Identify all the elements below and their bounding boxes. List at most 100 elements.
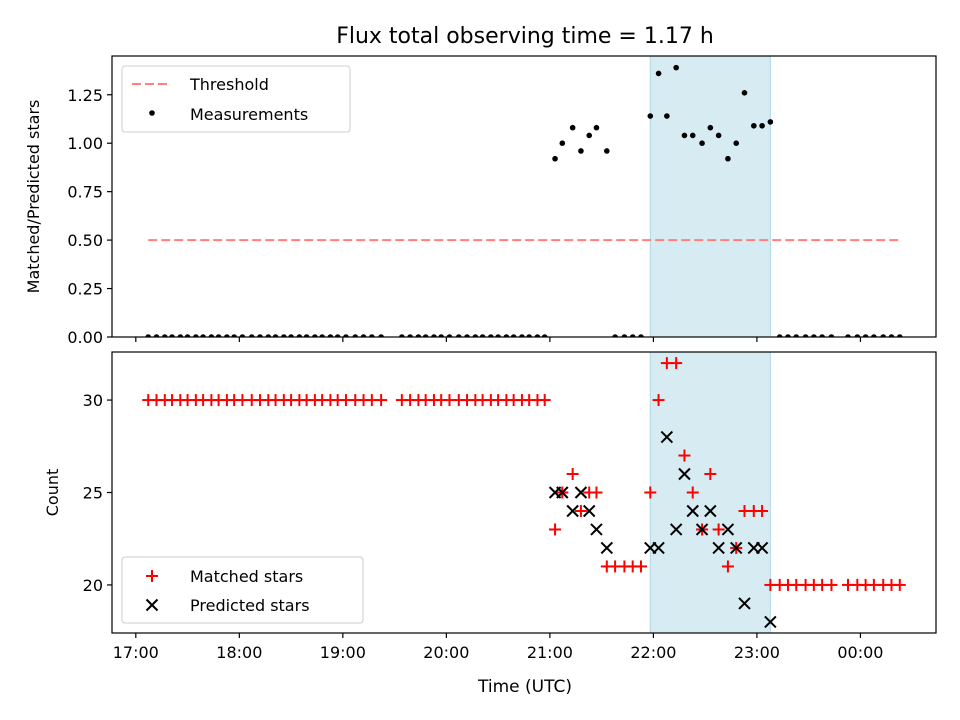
legend: Matched stars Predicted stars: [121, 556, 364, 624]
measurement-point: [281, 334, 287, 337]
x-tick-label: 00:00: [837, 643, 883, 662]
measurement-point: [681, 132, 688, 139]
measurement-point: [161, 334, 168, 337]
measurement-point: [479, 334, 486, 337]
matched-star-point: [574, 504, 587, 517]
measurement-point: [327, 334, 334, 337]
measurement-point: [854, 334, 861, 337]
highlight-span: [649, 351, 771, 634]
measurement-point: [399, 334, 405, 337]
measurement-point: [569, 124, 576, 131]
measurement-point: [177, 334, 184, 337]
measurement-point: [378, 334, 384, 337]
matched-star-point: [686, 486, 699, 499]
predicted-star-point: [660, 430, 674, 444]
measurement-point: [431, 334, 437, 337]
matched-star-point: [566, 468, 579, 481]
measurement-point: [193, 334, 199, 337]
plot-area: [142, 357, 906, 629]
measurement-point: [352, 334, 359, 337]
measurement-point: [586, 132, 593, 139]
measurement-point: [488, 334, 494, 337]
measurement-point: [612, 334, 618, 337]
measurement-point: [239, 334, 246, 337]
measurement-point: [360, 334, 367, 337]
predicted-star-point: [695, 523, 709, 536]
predicted-star-point: [730, 541, 743, 555]
measurement-point: [751, 122, 757, 129]
measurement-point: [638, 334, 644, 337]
y-tick-label: 20: [83, 576, 103, 595]
matched-star-point: [825, 578, 838, 591]
predicted-star-point: [738, 597, 751, 610]
measurement-point: [733, 140, 740, 147]
predicted-star-point: [600, 541, 614, 555]
measurement-point: [776, 334, 783, 337]
y-tick-label: 1.00: [67, 134, 103, 153]
x-tick-label: 21:00: [527, 643, 573, 662]
predicted-star-point: [712, 541, 725, 555]
measurement-point: [519, 334, 525, 337]
measurement-point: [880, 334, 887, 337]
measurement-point: [862, 334, 869, 337]
measurement-point: [647, 113, 654, 119]
y-tick-label: 30: [83, 391, 103, 410]
matched-star-point: [704, 468, 717, 481]
measurement-point: [215, 334, 222, 337]
matched-star-point: [721, 560, 734, 573]
x-tick-label: 18:00: [216, 643, 262, 662]
y-axis-label: Count: [43, 469, 62, 517]
measurement-point: [184, 334, 191, 337]
y-tick-label: 0.00: [67, 328, 103, 347]
measurement-point: [541, 334, 548, 337]
matched-star-point: [712, 523, 725, 536]
measurement-point: [655, 70, 662, 77]
x-tick-label: 23:00: [734, 643, 780, 662]
highlight-span: [649, 55, 771, 338]
measurement-point: [673, 64, 679, 71]
x-tick-label: 19:00: [320, 643, 366, 662]
measurement-point: [422, 334, 429, 337]
predicted-star-point: [669, 523, 683, 536]
matched-star-point: [678, 449, 691, 462]
y-tick-label: 25: [83, 484, 103, 503]
legend: Threshold Measurements: [121, 65, 351, 133]
ratio-panel: 0.00 0.25 0.50 0.75 1.00 1.25 Matched/Predicte…: [24, 55, 937, 347]
measurement-point: [578, 148, 584, 154]
count-panel: 20 25 30 17:00 18:00 19:00 20:00 21:00 22:00 23:0…: [43, 351, 937, 662]
measurement-point: [208, 334, 215, 337]
measurement-point: [446, 334, 453, 337]
plot-area: [145, 64, 903, 337]
legend-measurements-swatch: [149, 110, 155, 116]
measurement-point: [343, 334, 349, 337]
matched-star-point: [756, 504, 769, 517]
measurement-point: [265, 334, 272, 337]
measurement-point: [741, 90, 748, 96]
matched-star-point: [538, 394, 551, 407]
measurement-point: [767, 119, 774, 125]
predicted-star-point: [583, 504, 596, 518]
matched-star-point: [375, 394, 388, 407]
measurement-point: [312, 334, 318, 337]
matched-star-point: [644, 486, 657, 499]
predicted-star-point: [721, 523, 735, 536]
predicted-star-point: [574, 486, 588, 499]
measurement-point: [296, 334, 303, 337]
measurement-point: [699, 140, 705, 147]
measurement-point: [759, 122, 765, 129]
matched-star-point: [893, 578, 906, 591]
x-tick-label: 20:00: [423, 643, 469, 662]
x-tick-label: 22:00: [630, 643, 676, 662]
measurement-point: [272, 334, 279, 337]
measurement-point: [248, 334, 255, 337]
measurement-point: [896, 334, 903, 337]
y-tick-label: 0.25: [67, 280, 103, 299]
measurement-point: [231, 334, 237, 337]
measurement-point: [845, 334, 851, 337]
measurement-point: [257, 334, 263, 337]
measurement-point: [145, 334, 152, 337]
x-tick-label: 17:00: [113, 643, 159, 662]
measurement-point: [200, 334, 206, 337]
measurement-point: [526, 334, 532, 337]
